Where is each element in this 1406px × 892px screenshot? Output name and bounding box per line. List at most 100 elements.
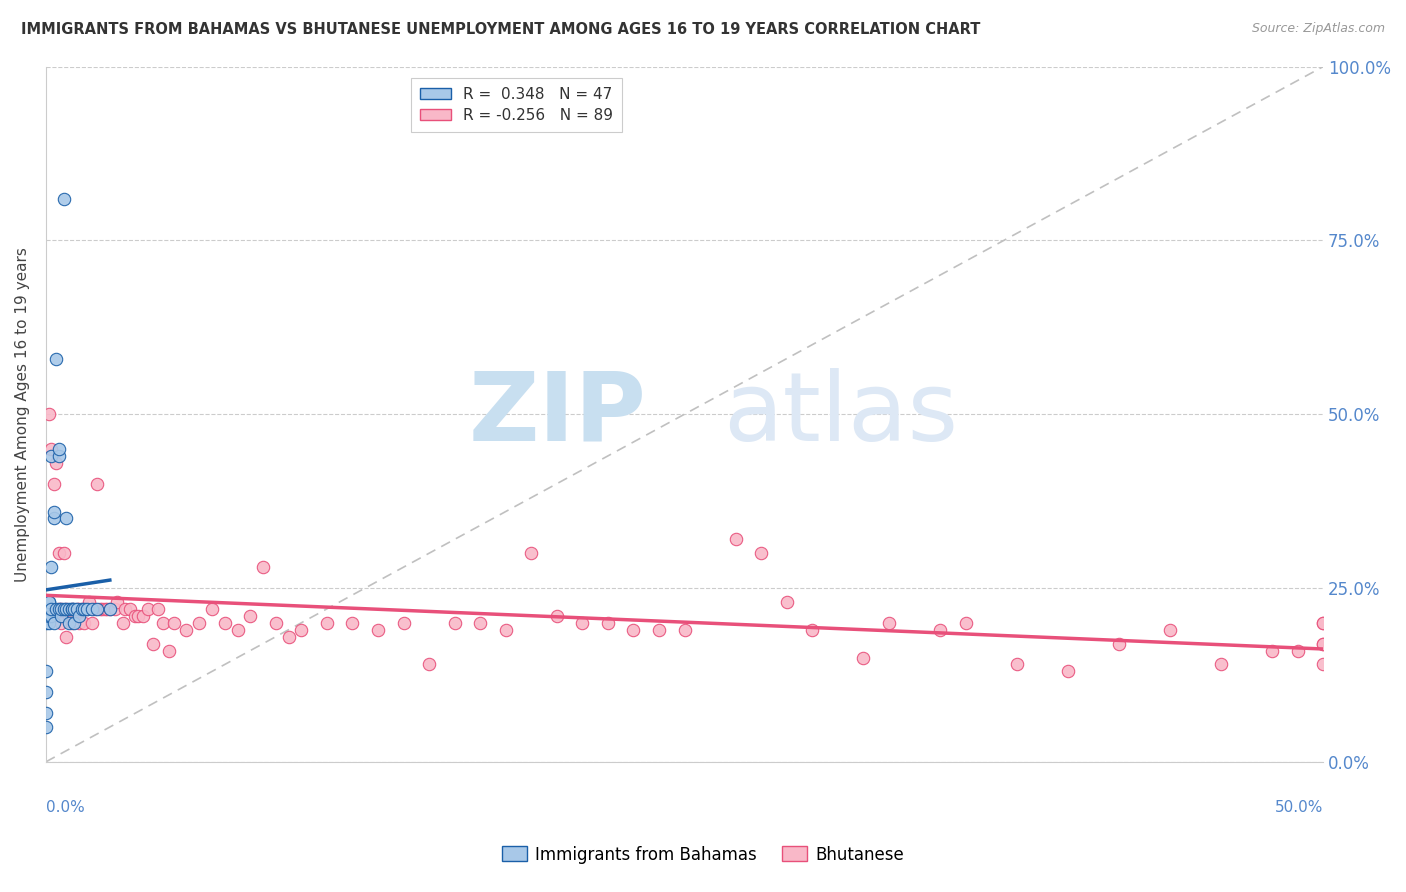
Point [96,602,118,616]
Point [58,602,80,616]
Point [801,623,824,637]
Point [546,608,568,623]
Point [877,615,900,630]
Point [38,595,60,609]
Point [39,449,62,463]
Point [65,602,87,616]
Point [776,595,799,609]
Point [929,623,952,637]
Point [93,602,115,616]
Point [79,595,101,609]
Point [58,608,80,623]
Point [76,602,98,616]
Point [35,595,58,609]
Point [623,623,645,637]
Point [51,615,73,630]
Text: 0.0%: 0.0% [46,800,84,815]
Point [418,657,440,672]
Point [1108,637,1130,651]
Point [67,608,90,623]
Point [38,595,60,609]
Point [749,546,772,560]
Point [152,615,174,630]
Point [290,623,312,637]
Point [45,456,67,470]
Point [52,546,75,560]
Point [201,602,224,616]
Point [67,615,90,630]
Y-axis label: Unemployment Among Ages 16 to 19 years: Unemployment Among Ages 16 to 19 years [15,247,30,582]
Point [76,602,98,616]
Point [35,665,58,679]
Point [176,623,198,637]
Point [98,602,121,616]
Point [111,615,134,630]
Point [132,608,155,623]
Legend: Immigrants from Bahamas, Bhutanese: Immigrants from Bahamas, Bhutanese [495,839,911,871]
Point [120,602,142,616]
Point [98,602,121,616]
Point [55,602,77,616]
Point [48,442,70,456]
Point [52,192,75,206]
Point [35,602,58,616]
Point [60,602,83,616]
Point [188,615,211,630]
Point [83,602,105,616]
Point [1312,637,1334,651]
Point [239,608,262,623]
Text: ZIP: ZIP [468,368,647,460]
Point [35,602,58,616]
Point [316,615,339,630]
Point [45,351,67,366]
Point [107,595,129,609]
Point [86,476,108,491]
Text: Source: ZipAtlas.com: Source: ZipAtlas.com [1251,22,1385,36]
Point [226,623,249,637]
Point [39,602,62,616]
Point [73,602,96,616]
Point [148,602,170,616]
Point [124,608,146,623]
Point [142,637,165,651]
Point [35,706,58,720]
Point [252,560,274,574]
Point [1056,665,1078,679]
Point [724,533,747,547]
Point [35,608,58,623]
Point [955,615,977,630]
Point [852,650,875,665]
Point [35,595,58,609]
Point [367,623,389,637]
Point [38,407,60,421]
Point [70,602,93,616]
Point [58,615,80,630]
Point [80,602,103,616]
Point [48,602,70,616]
Point [38,602,60,616]
Point [277,630,299,644]
Point [42,504,65,518]
Point [1312,615,1334,630]
Point [520,546,543,560]
Point [1312,615,1334,630]
Point [35,615,58,630]
Point [51,602,73,616]
Point [70,602,93,616]
Point [48,602,70,616]
Point [38,615,60,630]
Point [1286,643,1309,657]
Point [42,615,65,630]
Point [48,449,70,463]
Point [80,615,103,630]
Point [42,476,65,491]
Point [1005,657,1028,672]
Point [596,615,619,630]
Point [73,615,96,630]
Point [39,442,62,456]
Point [1209,657,1232,672]
Point [1312,657,1334,672]
Point [495,623,517,637]
Point [163,615,186,630]
Point [35,685,58,699]
